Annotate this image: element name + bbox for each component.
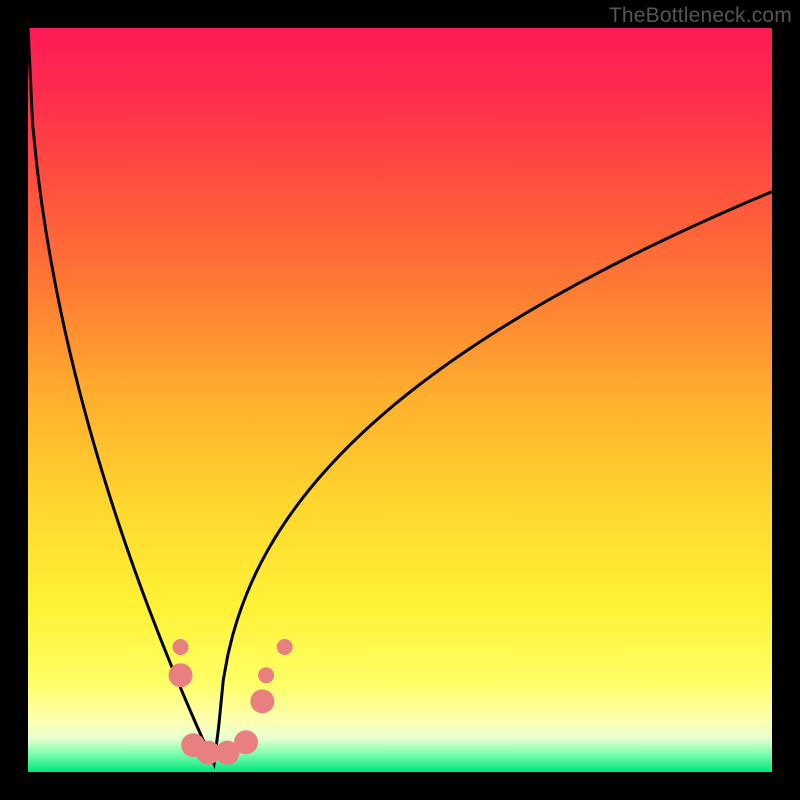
marker-point <box>234 730 258 754</box>
marker-point <box>258 667 274 683</box>
marker-point <box>173 639 189 655</box>
chart-stage: TheBottleneck.com <box>0 0 800 800</box>
marker-point <box>277 639 293 655</box>
marker-point <box>250 689 274 713</box>
bottleneck-chart <box>0 0 800 800</box>
marker-point <box>169 663 193 687</box>
watermark-text: TheBottleneck.com <box>609 4 792 28</box>
